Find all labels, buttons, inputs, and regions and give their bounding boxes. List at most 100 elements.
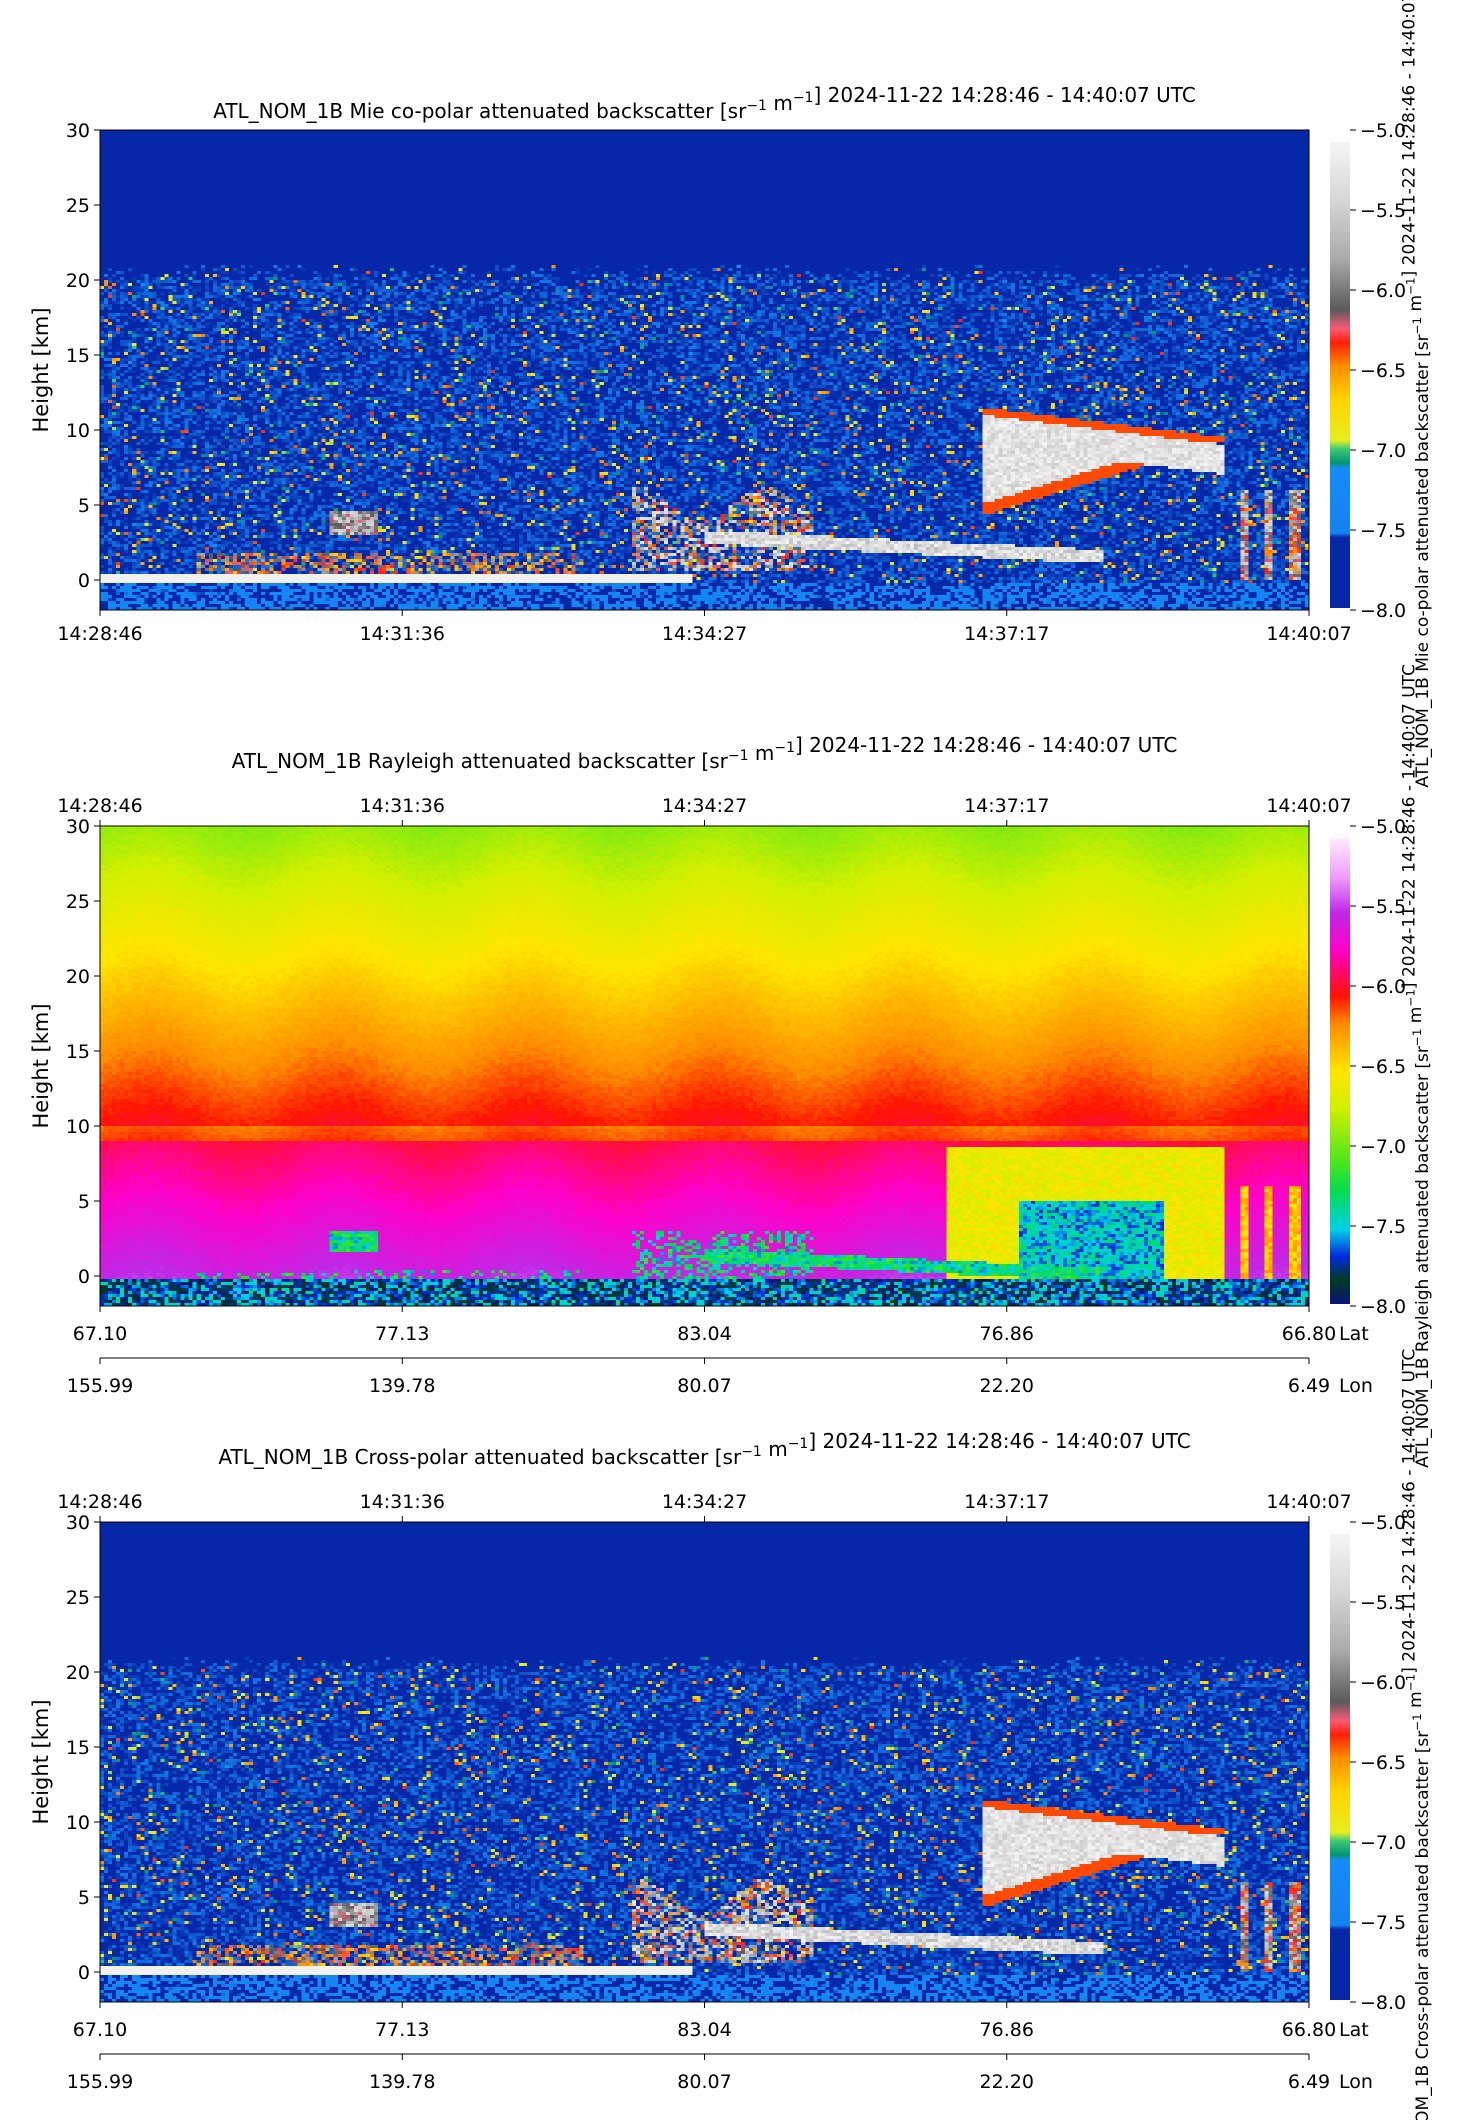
colorbar-tick-label: −5.5 — [1360, 896, 1406, 918]
colorbar-tick-label: −5.5 — [1360, 1592, 1406, 1614]
time-tick-label: 14:34:27 — [662, 795, 747, 817]
lat-tick-label: 66.80 — [1282, 2019, 1336, 2041]
lat-tick-label: 67.10 — [73, 2019, 127, 2041]
colorbar-tick-label: −6.0 — [1360, 280, 1406, 302]
ylabel: Height [km] — [29, 307, 53, 432]
time-tick-label: 14:28:46 — [57, 795, 142, 817]
colorbar-tick-label: −5.0 — [1360, 120, 1406, 142]
time-tick-label: 14:40:07 — [1266, 795, 1351, 817]
ytick-label: 5 — [78, 1191, 90, 1213]
time-tick-label: 14:40:07 — [1266, 623, 1351, 645]
colorbar-tick-label: −7.0 — [1360, 1832, 1406, 1854]
time-tick-label: 14:34:27 — [662, 623, 747, 645]
lon-tick-label: 80.07 — [677, 2071, 731, 2093]
lon-axis-label: Lon — [1339, 2071, 1373, 2093]
colorbar-tick-label: −5.0 — [1360, 816, 1406, 838]
colorbar-tick-label: −7.5 — [1360, 520, 1406, 542]
chart-title-mie: ATL_NOM_1B Mie co-polar attenuated backs… — [213, 83, 1196, 123]
ytick-label: 15 — [66, 1041, 90, 1063]
ytick-label: 10 — [66, 1812, 90, 1834]
ytick-label: 30 — [66, 120, 90, 142]
colorbar-label-mie: ATL_NOM_1B Mie co-polar attenuated backs… — [1399, 0, 1433, 788]
lat-tick-label: 77.13 — [375, 1323, 429, 1345]
lon-tick-label: 22.20 — [980, 2071, 1034, 2093]
time-tick-label: 14:28:46 — [57, 623, 142, 645]
colorbar-tick-label: −6.5 — [1360, 1056, 1406, 1078]
ytick-label: 20 — [66, 270, 90, 292]
lon-tick-label: 155.99 — [67, 2071, 133, 2093]
lon-tick-label: 139.78 — [369, 1375, 435, 1397]
ytick-label: 25 — [66, 195, 90, 217]
ytick-label: 30 — [66, 1512, 90, 1534]
colorbar-tick-label: −7.0 — [1360, 1136, 1406, 1158]
lat-tick-label: 83.04 — [677, 2019, 731, 2041]
chart-title-cross: ATL_NOM_1B Cross-polar attenuated backsc… — [218, 1429, 1190, 1469]
ytick-label: 30 — [66, 816, 90, 838]
lat-tick-label: 76.86 — [980, 2019, 1034, 2041]
chart-title-rayleigh: ATL_NOM_1B Rayleigh attenuated backscatt… — [232, 733, 1178, 773]
colorbar-tick-label: −5.5 — [1360, 200, 1406, 222]
lon-axis-label: Lon — [1339, 1375, 1373, 1397]
heatmap-field-mie — [100, 130, 1309, 610]
chart-rayleigh: ATL_NOM_1B Rayleigh attenuated backscatt… — [29, 664, 1433, 1468]
chart-mie: ATL_NOM_1B Mie co-polar attenuated backs… — [29, 0, 1433, 788]
time-tick-label: 14:31:36 — [360, 795, 445, 817]
ytick-label: 0 — [78, 1266, 90, 1288]
lat-tick-label: 77.13 — [375, 2019, 429, 2041]
colorbar-tick-label: −8.0 — [1360, 1992, 1406, 2014]
time-tick-label: 14:37:17 — [964, 1491, 1049, 1513]
colorbar-tick-label: −7.5 — [1360, 1912, 1406, 1934]
ytick-label: 10 — [66, 1116, 90, 1138]
ytick-label: 15 — [66, 1737, 90, 1759]
ylabel: Height [km] — [29, 1003, 53, 1128]
lon-tick-label: 22.20 — [980, 1375, 1034, 1397]
lon-tick-label: 155.99 — [67, 1375, 133, 1397]
lon-tick-label: 139.78 — [369, 2071, 435, 2093]
lon-tick-label: 80.07 — [677, 1375, 731, 1397]
lon-tick-label: 6.49 — [1288, 1375, 1330, 1397]
colorbar-rayleigh — [1330, 838, 1350, 1304]
ytick-label: 10 — [66, 420, 90, 442]
ytick-label: 20 — [66, 1662, 90, 1684]
colorbar-tick-label: −5.0 — [1360, 1512, 1406, 1534]
lon-tick-label: 6.49 — [1288, 2071, 1330, 2093]
colorbar-mie — [1330, 142, 1350, 608]
ytick-label: 15 — [66, 345, 90, 367]
colorbar-label-rayleigh: ATL_NOM_1B Rayleigh attenuated backscatt… — [1399, 664, 1433, 1468]
ytick-label: 5 — [78, 495, 90, 517]
ytick-label: 20 — [66, 966, 90, 988]
ytick-label: 25 — [66, 891, 90, 913]
time-tick-label: 14:37:17 — [964, 623, 1049, 645]
colorbar-tick-label: −6.5 — [1360, 1752, 1406, 1774]
lat-axis-label: Lat — [1339, 1323, 1369, 1345]
time-tick-label: 14:31:36 — [360, 1491, 445, 1513]
ytick-label: 5 — [78, 1887, 90, 1909]
ytick-label: 25 — [66, 1587, 90, 1609]
lat-tick-label: 76.86 — [980, 1323, 1034, 1345]
time-tick-label: 14:37:17 — [964, 795, 1049, 817]
lat-axis-label: Lat — [1339, 2019, 1369, 2041]
time-tick-label: 14:34:27 — [662, 1491, 747, 1513]
lat-tick-label: 67.10 — [73, 1323, 127, 1345]
colorbar-label-cross: ATL_NOM_1B Cross-polar attenuated backsc… — [1399, 1349, 1433, 2120]
colorbar-tick-label: −8.0 — [1360, 600, 1406, 622]
colorbar-tick-label: −7.0 — [1360, 440, 1406, 462]
lat-tick-label: 83.04 — [677, 1323, 731, 1345]
heatmap-field-cross — [100, 1522, 1309, 2002]
colorbar-cross — [1330, 1534, 1350, 2000]
colorbar-tick-label: −6.0 — [1360, 976, 1406, 998]
colorbar-tick-label: −7.5 — [1360, 1216, 1406, 1238]
time-tick-label: 14:28:46 — [57, 1491, 142, 1513]
ylabel: Height [km] — [29, 1699, 53, 1824]
heatmap-field-rayleigh — [100, 826, 1309, 1306]
colorbar-tick-label: −8.0 — [1360, 1296, 1406, 1318]
time-tick-label: 14:40:07 — [1266, 1491, 1351, 1513]
chart-cross: ATL_NOM_1B Cross-polar attenuated backsc… — [29, 1349, 1433, 2120]
ytick-label: 0 — [78, 570, 90, 592]
lat-tick-label: 66.80 — [1282, 1323, 1336, 1345]
ytick-label: 0 — [78, 1962, 90, 1984]
time-tick-label: 14:31:36 — [360, 623, 445, 645]
colorbar-tick-label: −6.5 — [1360, 360, 1406, 382]
colorbar-tick-label: −6.0 — [1360, 1672, 1406, 1694]
